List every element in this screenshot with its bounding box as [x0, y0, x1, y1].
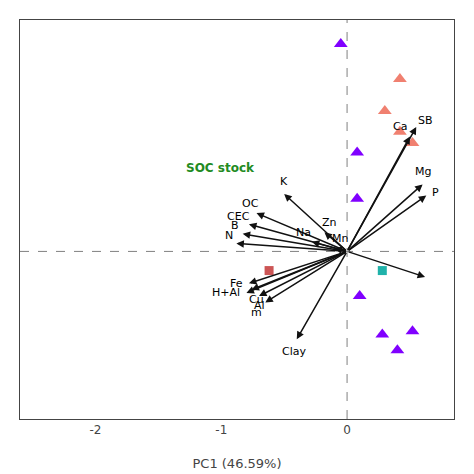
svg-text:N: N: [225, 229, 233, 242]
svg-text:Fe: Fe: [230, 277, 243, 290]
svg-text:PC1 (46.59%): PC1 (46.59%): [192, 456, 281, 471]
svg-text:Ca: Ca: [393, 120, 407, 133]
svg-text:Mg: Mg: [415, 165, 431, 178]
svg-text:SB: SB: [418, 114, 433, 127]
svg-text:m: m: [251, 306, 262, 319]
svg-text:Al: Al: [254, 299, 265, 312]
svg-text:Zn: Zn: [322, 216, 337, 229]
svg-text:SOC stock: SOC stock: [186, 161, 255, 175]
svg-text:Clay: Clay: [282, 345, 306, 358]
svg-text:Na: Na: [296, 226, 311, 239]
svg-text:-1: -1: [215, 423, 227, 437]
svg-text:P: P: [432, 186, 439, 199]
svg-text:Mn: Mn: [332, 232, 348, 245]
svg-text:K: K: [280, 175, 288, 188]
svg-text:H+Al: H+Al: [212, 286, 240, 299]
svg-text:Cu: Cu: [249, 293, 264, 306]
svg-text:0: 0: [343, 423, 351, 437]
svg-text:B: B: [231, 219, 239, 232]
svg-text:-2: -2: [89, 423, 101, 437]
svg-text:OC: OC: [242, 197, 259, 210]
svg-text:CEC: CEC: [227, 210, 250, 223]
